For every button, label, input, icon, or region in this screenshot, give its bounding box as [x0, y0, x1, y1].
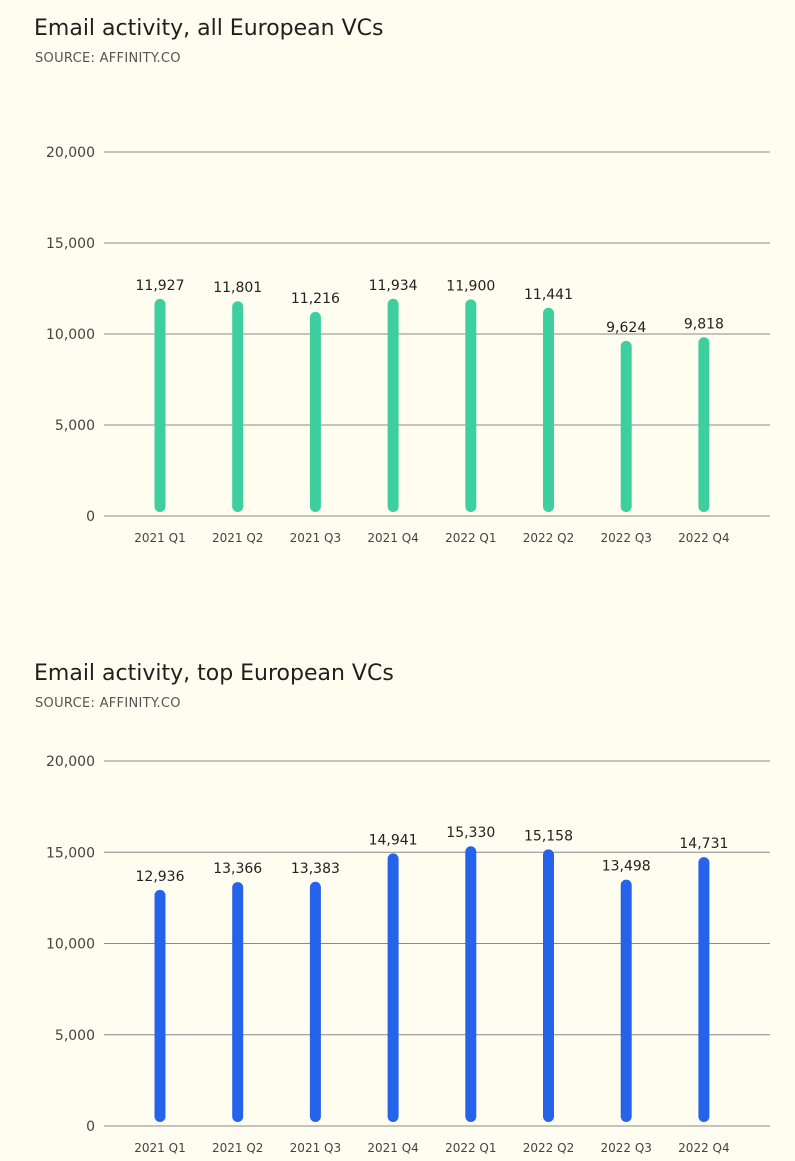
chart1-bar: [698, 337, 710, 513]
chart2-bar: [698, 857, 710, 1123]
chart1-ytick-label: 10,000: [46, 327, 95, 343]
chart1-bar: [543, 307, 554, 513]
chart2-data-label: 15,158: [524, 828, 573, 844]
chart2-bar: [543, 849, 554, 1123]
chart2-ytick-label: 0: [86, 1119, 95, 1135]
chart1-xtick-label: 2022 Q2: [523, 531, 574, 545]
chart2-xtick-label: 2021 Q3: [290, 1141, 341, 1155]
chart1-data-label: 11,216: [291, 291, 340, 307]
chart2-xtick-label: 2021 Q1: [134, 1141, 185, 1155]
chart1-data-label: 9,818: [684, 316, 724, 332]
chart1-plot: 0 5,000 10,000 15,000 20,000 11,927 2021 Q1 11,…: [46, 145, 770, 545]
chart2-bar: [232, 882, 244, 1123]
chart1-ytick-label: 5,000: [55, 418, 95, 434]
chart2-bar: [620, 879, 632, 1123]
chart1-bar: [309, 311, 321, 513]
chart1-xtick-label: 2022 Q4: [678, 531, 729, 545]
chart2-plot: 0 5,000 10,000 15,000 20,000 12,936 2021 Q1 13,…: [46, 754, 770, 1155]
chart1-xtick-label: 2021 Q3: [290, 531, 341, 545]
chart1-data-label: 11,900: [446, 278, 495, 294]
chart1-xtick-label: 2022 Q3: [600, 531, 651, 545]
chart1-xtick-label: 2021 Q2: [212, 531, 263, 545]
chart2-data-label: 13,498: [602, 859, 651, 875]
chart1-ytick-label: 20,000: [46, 145, 95, 161]
chart2-data-label: 13,383: [291, 861, 340, 877]
chart1-data-label: 11,801: [213, 280, 262, 296]
chart2-xtick-label: 2022 Q3: [600, 1141, 651, 1155]
chart1-bar: [465, 299, 477, 513]
chart1-bar: [620, 340, 632, 513]
chart2-data-label: 12,936: [136, 869, 185, 885]
chart2-data-label: 14,941: [369, 832, 418, 848]
chart1-data-label: 11,934: [369, 278, 418, 294]
chart1-data-label: 11,927: [136, 278, 185, 294]
chart1-xtick-label: 2022 Q1: [445, 531, 496, 545]
chart1-title: Email activity, all European VCs: [34, 16, 384, 41]
chart1-bar: [154, 298, 166, 513]
chart2-ytick-label: 10,000: [46, 937, 95, 953]
chart2-bar: [465, 846, 477, 1123]
chart2-data-label: 13,366: [213, 861, 262, 877]
chart1-ytick-label: 15,000: [46, 236, 95, 252]
chart2-ytick-label: 15,000: [46, 845, 95, 861]
chart1-bar: [232, 301, 244, 513]
chart1-data-label: 11,441: [524, 287, 573, 303]
chart2-ytick-label: 20,000: [46, 754, 95, 770]
chart2-xtick-label: 2021 Q4: [367, 1141, 418, 1155]
chart1-xtick-label: 2021 Q4: [367, 531, 418, 545]
chart2-data-label: 15,330: [446, 825, 495, 841]
chart1-bar: [387, 298, 399, 513]
chart2-ytick-label: 5,000: [55, 1028, 95, 1044]
chart1-ytick-label: 0: [86, 509, 95, 525]
chart2-bar: [387, 853, 399, 1123]
chart2-xtick-label: 2022 Q1: [445, 1141, 496, 1155]
chart2-data-label: 14,731: [679, 836, 728, 852]
chart1-xtick-label: 2021 Q1: [134, 531, 185, 545]
chart2-xtick-label: 2021 Q2: [212, 1141, 263, 1155]
chart2-xtick-label: 2022 Q2: [523, 1141, 574, 1155]
chart2-source: SOURCE: AFFINITY.CO: [35, 696, 181, 711]
chart2-bar: [154, 889, 166, 1123]
chart2-xtick-label: 2022 Q4: [678, 1141, 729, 1155]
chart2-bar: [309, 881, 321, 1123]
chart1-data-label: 9,624: [606, 320, 646, 336]
chart2-title: Email activity, top European VCs: [34, 661, 394, 686]
chart1-source: SOURCE: AFFINITY.CO: [35, 51, 181, 66]
